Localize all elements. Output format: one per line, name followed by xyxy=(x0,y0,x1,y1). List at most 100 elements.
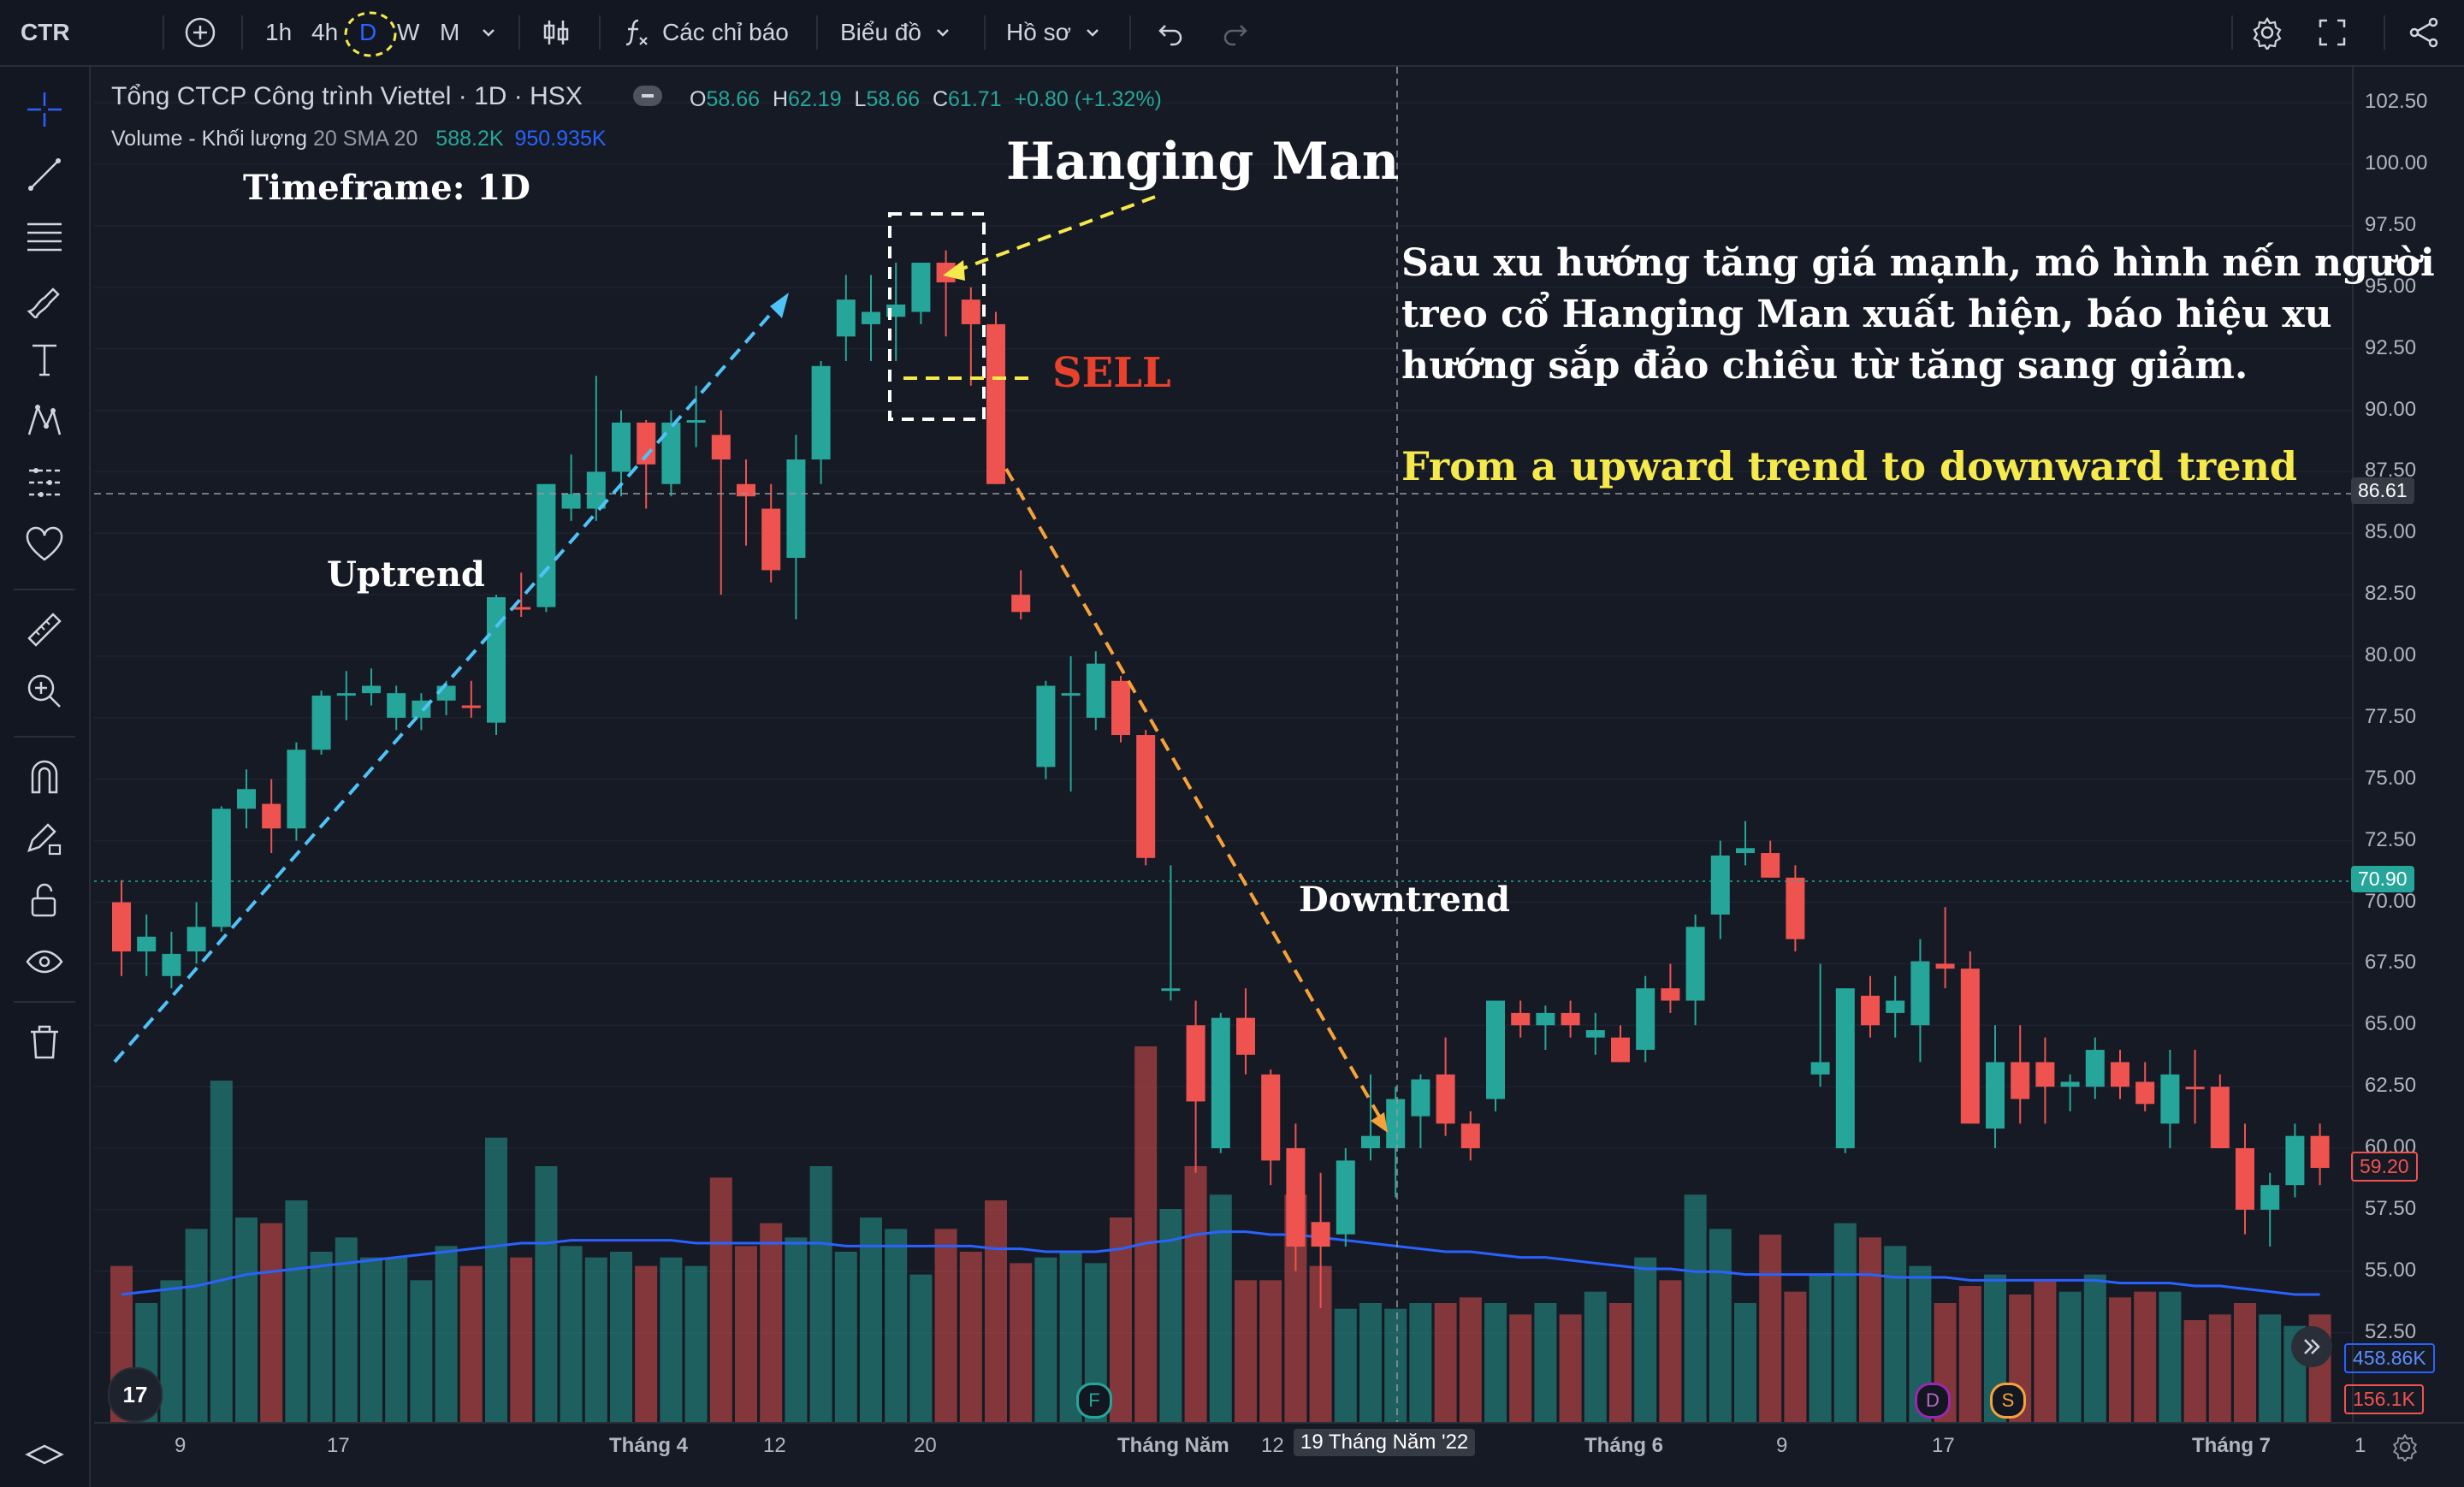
stay-in-drawing-tool[interactable] xyxy=(22,816,67,861)
undo-icon xyxy=(1158,25,1182,46)
time-tick-label: 9 xyxy=(175,1434,187,1457)
trendline-icon xyxy=(28,158,61,191)
candle-body xyxy=(2260,1185,2280,1210)
undo-button[interactable] xyxy=(1155,0,1186,65)
forecast-icon xyxy=(29,468,60,497)
time-tick-label: 17 xyxy=(1932,1434,1955,1457)
add-circle-icon xyxy=(185,17,216,48)
candle xyxy=(1835,988,1855,1153)
candle xyxy=(1561,1000,1580,1038)
settings-button[interactable] xyxy=(2250,0,2284,65)
axis-settings-button[interactable] xyxy=(2390,1432,2420,1466)
volume-bar xyxy=(1159,1209,1182,1423)
interval-4h[interactable]: 4h xyxy=(311,19,339,45)
candle xyxy=(637,420,656,509)
compare-symbol-button[interactable] xyxy=(183,0,217,65)
price-chart[interactable] xyxy=(94,67,2464,1487)
candle xyxy=(1111,676,1130,743)
pattern-tool[interactable] xyxy=(22,399,67,443)
candle-body xyxy=(2285,1135,2305,1186)
candle xyxy=(311,690,331,755)
volume-bar xyxy=(1759,1235,1782,1423)
candle xyxy=(262,779,281,854)
zoom-tool[interactable] xyxy=(22,669,67,714)
favorites-tool[interactable] xyxy=(22,522,67,566)
candle xyxy=(2160,1050,2180,1149)
downtrend-label: Downtrend xyxy=(1299,880,1510,920)
price-tick-label: 102.50 xyxy=(2365,90,2428,114)
symbol-search-button[interactable]: CTR xyxy=(21,0,70,65)
brush-tool[interactable] xyxy=(22,275,67,320)
volume-bar xyxy=(860,1217,882,1423)
volume-bar xyxy=(1809,1274,1832,1423)
candle-body xyxy=(1986,1062,2005,1129)
candle xyxy=(1036,680,1056,779)
volume-bar xyxy=(1110,1217,1132,1423)
candle xyxy=(586,376,606,521)
volume-bar xyxy=(610,1252,632,1423)
candle-body xyxy=(612,422,631,472)
drawing-toolbar xyxy=(0,67,91,1487)
candle xyxy=(1011,570,1031,619)
price-tick-label: 57.50 xyxy=(2365,1196,2417,1220)
uptrend-label: Uptrend xyxy=(327,554,485,595)
volume-bar xyxy=(1484,1303,1507,1423)
candle-body xyxy=(1161,988,1181,992)
volume-bar xyxy=(235,1217,258,1423)
ohlc-values: O58.66 H62.19 L58.66 C61.71 +0.80 (+1.32… xyxy=(690,87,1162,111)
hide-drawings-tool[interactable] xyxy=(22,939,67,984)
measure-tool[interactable] xyxy=(22,607,67,652)
interval-m[interactable]: M xyxy=(440,19,460,45)
interval-d[interactable]: D xyxy=(359,19,377,45)
magnet-tool[interactable] xyxy=(22,755,67,799)
trendline-tool[interactable] xyxy=(22,152,67,197)
remove-drawings-tool[interactable] xyxy=(22,1020,67,1064)
candle-body xyxy=(2236,1148,2254,1210)
prediction-tool[interactable] xyxy=(22,460,67,505)
indicators-button[interactable]: Các chỉ báo xyxy=(621,0,789,65)
zoom-in-icon xyxy=(27,674,61,708)
volume-bar xyxy=(160,1280,183,1423)
chevron-down-icon xyxy=(937,29,949,37)
candle xyxy=(137,914,157,976)
candle-body xyxy=(1611,1037,1630,1063)
lock-drawings-tool[interactable] xyxy=(22,878,67,922)
price-tick-label: 92.50 xyxy=(2365,335,2417,359)
event-marker-s[interactable]: S xyxy=(1990,1383,2026,1419)
chart-menu-button[interactable]: Biểu đồ xyxy=(840,0,952,65)
hanging-man-box xyxy=(888,212,986,421)
candle xyxy=(2011,1025,2030,1124)
object-tree-tool[interactable] xyxy=(22,1436,67,1480)
interval-1h[interactable]: 1h xyxy=(265,19,293,45)
chart-type-button[interactable] xyxy=(539,0,573,65)
share-button[interactable] xyxy=(2408,0,2440,65)
price-tick-label: 72.50 xyxy=(2365,827,2417,851)
text-tool[interactable] xyxy=(22,337,67,382)
redo-button[interactable] xyxy=(1220,0,1251,65)
volume-bar xyxy=(1559,1314,1582,1423)
legend-toggle[interactable] xyxy=(633,86,662,106)
event-marker-d[interactable]: D xyxy=(1915,1383,1951,1419)
pencil-lock-icon xyxy=(27,823,62,856)
profile-menu-button[interactable]: Hồ sơ xyxy=(1006,0,1102,65)
scroll-to-latest-button[interactable] xyxy=(2291,1326,2332,1367)
event-marker-f[interactable]: F xyxy=(1076,1383,1112,1419)
candle-body xyxy=(936,263,956,283)
tradingview-logo[interactable]: 17 xyxy=(108,1367,163,1422)
volume-bar xyxy=(1259,1280,1282,1423)
fib-tool[interactable] xyxy=(22,214,67,258)
crosshair-tool[interactable] xyxy=(22,87,67,132)
pattern-icon xyxy=(27,404,62,435)
candle-body xyxy=(1761,853,1780,878)
interval-w[interactable]: W xyxy=(397,19,420,45)
lines-icon xyxy=(27,222,62,252)
fullscreen-button[interactable] xyxy=(2317,0,2348,65)
symbol-legend-title[interactable]: Tổng CTCP Công trình Viettel · 1D · HSX xyxy=(111,82,583,110)
time-tick-label: 12 xyxy=(1261,1434,1284,1457)
volume-bar xyxy=(1784,1291,1807,1423)
time-tick-label: 9 xyxy=(1776,1434,1788,1457)
candle-body xyxy=(1710,855,1730,915)
chart-pane[interactable]: Tổng CTCP Công trình Viettel · 1D · HSX … xyxy=(94,67,2464,1487)
interval-dropdown[interactable] xyxy=(479,0,498,65)
volume-legend[interactable]: Volume - Khối lượng 20 SMA 20 588.2K 950… xyxy=(111,127,607,151)
